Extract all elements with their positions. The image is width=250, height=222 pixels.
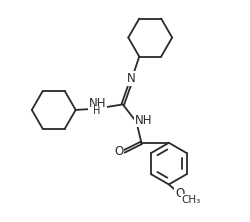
Text: H: H bbox=[94, 106, 101, 116]
Text: O: O bbox=[175, 187, 184, 200]
Text: N: N bbox=[127, 72, 136, 85]
Text: NH: NH bbox=[89, 97, 106, 111]
Text: NH: NH bbox=[135, 114, 152, 127]
Text: O: O bbox=[114, 145, 124, 158]
Text: CH₃: CH₃ bbox=[182, 195, 201, 205]
